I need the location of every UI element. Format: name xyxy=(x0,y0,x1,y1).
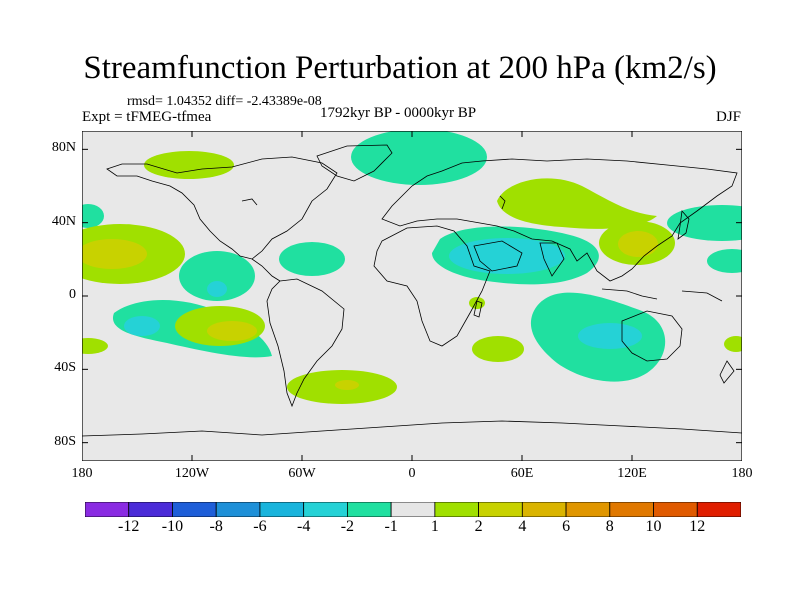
streamfunction-map xyxy=(82,131,742,461)
west-edge-south-positive-region xyxy=(82,338,108,354)
west-north-america-negative-region xyxy=(82,204,104,228)
madagascar-positive-region xyxy=(469,297,485,309)
colorbar-swatch xyxy=(565,502,611,517)
west-pacific-east-negative-south xyxy=(707,249,742,273)
lon-label: 120E xyxy=(617,466,647,481)
lat-tick-marks xyxy=(82,148,742,444)
colorbar-swatch xyxy=(521,502,567,517)
colorbar-swatch xyxy=(128,502,173,517)
colorbar-label: -1 xyxy=(384,518,398,535)
north-atlantic-negative-region xyxy=(279,242,345,276)
colorbar-label: 8 xyxy=(605,518,614,535)
colorbar-label: 6 xyxy=(562,518,571,535)
season-label: DJF xyxy=(715,109,741,125)
lat-label: 80N xyxy=(51,140,76,156)
tropical-east-pacific-negative-core xyxy=(207,281,227,297)
colorbar-swatch xyxy=(346,502,392,517)
colorbar-swatch xyxy=(653,502,698,517)
colorbar-swatch xyxy=(609,502,654,517)
colorbar-label: -12 xyxy=(118,518,140,535)
colorbar-label: -8 xyxy=(209,518,223,535)
lat-label: 0 xyxy=(69,287,76,302)
period-label: 1792kyr BP - 0000kyr BP xyxy=(320,105,477,121)
experiment-label: Expt = tFMEG-tfmea xyxy=(82,109,212,125)
colorbar-swatch xyxy=(215,502,261,517)
lon-tick-marks xyxy=(82,131,742,461)
lon-label: 0 xyxy=(408,466,416,481)
colorbar-swatch xyxy=(85,502,130,517)
north-pacific-positive-region xyxy=(144,151,234,179)
tropical-east-pacific-negative-region xyxy=(179,251,255,301)
colorbar-label: -2 xyxy=(340,518,355,535)
north-atlantic-europe-negative-region xyxy=(351,131,487,185)
indian-ocean-negative-core xyxy=(578,323,642,349)
colorbar-label: -6 xyxy=(253,518,267,535)
central-pacific-positive-core xyxy=(82,239,147,269)
lon-label: 180 xyxy=(71,466,93,481)
colorbar-label: 12 xyxy=(689,518,706,535)
colorbar-swatch xyxy=(478,502,523,517)
lon-label: 60E xyxy=(510,466,534,481)
colorbar-swatch xyxy=(434,502,480,517)
lon-label: 60W xyxy=(288,466,316,481)
lat-label: 80S xyxy=(54,433,76,449)
lat-label: 40N xyxy=(51,213,76,229)
lon-label: 180 xyxy=(731,466,753,481)
colorbar-label: 4 xyxy=(518,518,527,535)
figure-title: Streamfunction Perturbation at 200 hPa (… xyxy=(83,50,717,86)
colorbar-swatch xyxy=(696,502,741,517)
south-east-pacific-negative-core xyxy=(124,316,160,336)
east-pacific-south-positive-region xyxy=(724,336,742,352)
colorbar-label: -4 xyxy=(296,518,311,535)
colorbar-swatch xyxy=(259,502,305,517)
colorbar-swatch xyxy=(172,502,217,517)
rmsd-diff-stats: rmsd= 1.04352 diff= -2.43389e-08 xyxy=(127,94,322,109)
colorbar-swatch xyxy=(390,502,436,517)
colorbar-label: 2 xyxy=(474,518,483,535)
colorbar-label: -10 xyxy=(161,518,184,535)
colorbar-label: 1 xyxy=(430,518,439,535)
south-pacific-positive-core xyxy=(207,321,257,341)
southern-africa-positive-region xyxy=(472,336,524,362)
arabia-negative-core xyxy=(449,238,565,274)
lat-label: 40S xyxy=(54,360,76,376)
south-atlantic-positive-core xyxy=(335,380,359,390)
central-asia-positive-region xyxy=(497,178,657,229)
colorbar xyxy=(85,502,741,517)
lon-label: 120W xyxy=(174,466,210,481)
west-pacific-east-negative-region xyxy=(667,205,742,241)
coastlines xyxy=(82,144,742,437)
colorbar-swatch xyxy=(303,502,348,517)
contour-fill-layer xyxy=(82,131,742,404)
east-asia-positive-core xyxy=(618,231,658,257)
colorbar-label: 10 xyxy=(645,518,662,535)
